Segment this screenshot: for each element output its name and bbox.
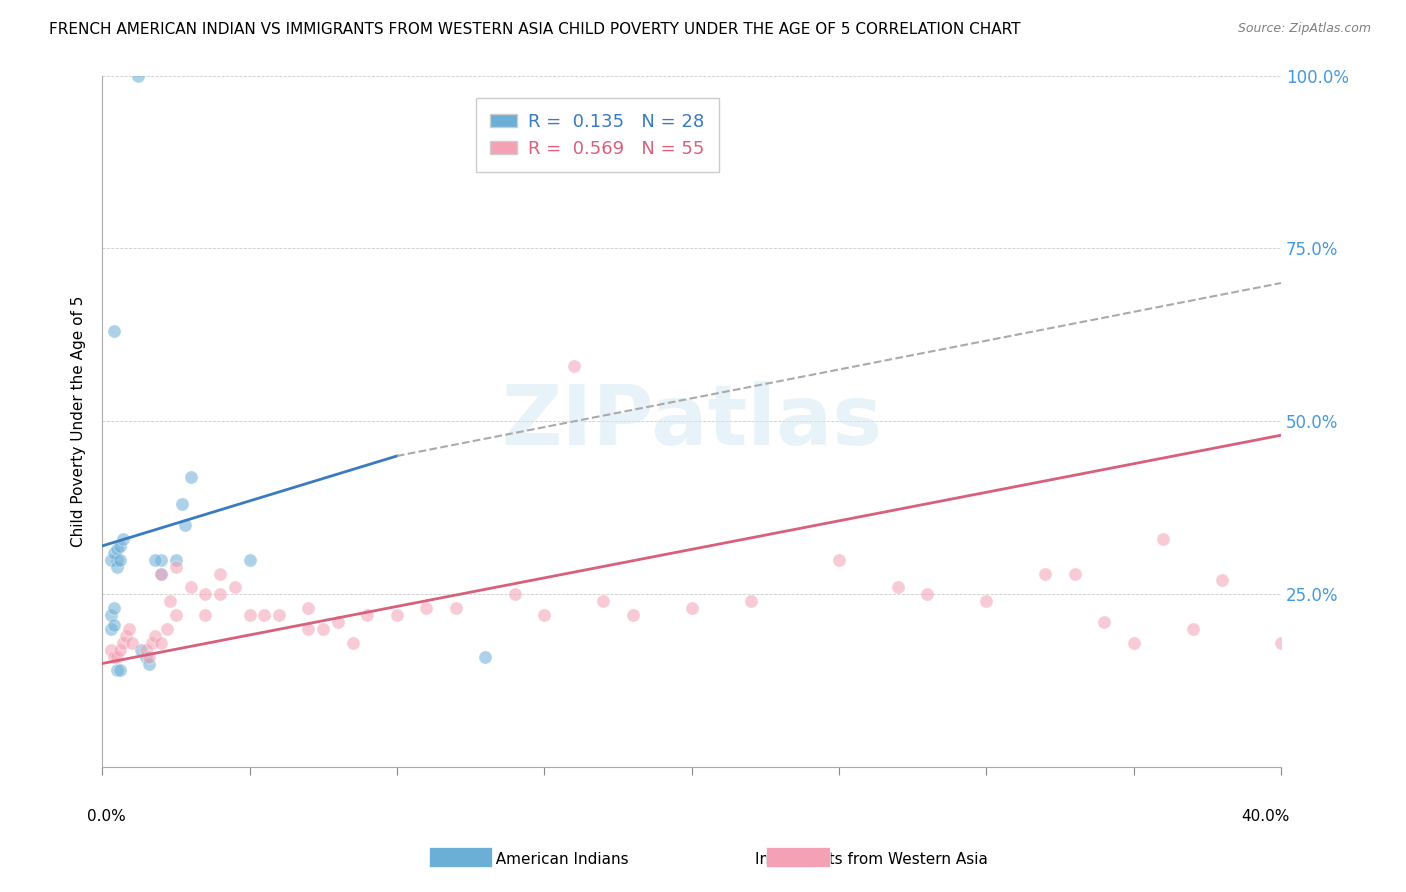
- Point: [111, 636, 134, 650]
- Point: [100, 622, 122, 636]
- Text: FRENCH AMERICAN INDIAN VS IMMIGRANTS FROM WESTERN ASIA CHILD POVERTY UNDER THE A: FRENCH AMERICAN INDIAN VS IMMIGRANTS FRO…: [49, 22, 1021, 37]
- Point: [1063, 566, 1085, 581]
- Point: [356, 608, 378, 623]
- Point: [159, 594, 181, 608]
- Point: [127, 69, 149, 83]
- Text: ZIPatlas: ZIPatlas: [501, 381, 882, 462]
- Point: [209, 587, 232, 601]
- Point: [150, 553, 173, 567]
- Text: 0.0%: 0.0%: [87, 809, 127, 824]
- Point: [342, 636, 364, 650]
- Point: [100, 608, 122, 623]
- Point: [141, 636, 163, 650]
- Point: [1270, 636, 1292, 650]
- Point: [121, 636, 143, 650]
- Point: [621, 608, 644, 623]
- Point: [533, 608, 555, 623]
- Point: [474, 649, 496, 664]
- Point: [103, 601, 125, 615]
- Point: [1211, 574, 1233, 588]
- Point: [740, 594, 762, 608]
- Point: [103, 649, 125, 664]
- Point: [105, 553, 128, 567]
- Point: [173, 518, 195, 533]
- Point: [108, 642, 131, 657]
- Text: French American Indians: French American Indians: [440, 852, 628, 867]
- Point: [194, 608, 217, 623]
- Point: [1152, 532, 1174, 546]
- Text: Source: ZipAtlas.com: Source: ZipAtlas.com: [1237, 22, 1371, 36]
- Point: [1033, 566, 1056, 581]
- Point: [111, 532, 134, 546]
- Point: [224, 581, 246, 595]
- Point: [1181, 622, 1204, 636]
- Point: [592, 594, 614, 608]
- Point: [108, 539, 131, 553]
- Point: [150, 566, 173, 581]
- Point: [917, 587, 939, 601]
- Point: [165, 559, 187, 574]
- Point: [887, 581, 910, 595]
- Point: [103, 546, 125, 560]
- Point: [143, 553, 166, 567]
- Point: [143, 629, 166, 643]
- Point: [385, 608, 408, 623]
- Point: [238, 608, 260, 623]
- Point: [194, 587, 217, 601]
- Point: [681, 601, 703, 615]
- Point: [135, 642, 157, 657]
- Point: [105, 664, 128, 678]
- Point: [105, 649, 128, 664]
- Point: [444, 601, 467, 615]
- Point: [114, 629, 136, 643]
- Point: [974, 594, 997, 608]
- Point: [105, 559, 128, 574]
- Point: [138, 657, 160, 671]
- Point: [253, 608, 276, 623]
- Point: [180, 469, 202, 483]
- Point: [156, 622, 179, 636]
- Point: [100, 553, 122, 567]
- Point: [150, 566, 173, 581]
- Point: [1122, 636, 1144, 650]
- Point: [129, 642, 152, 657]
- Point: [138, 649, 160, 664]
- Legend: R =  0.135   N = 28, R =  0.569   N = 55: R = 0.135 N = 28, R = 0.569 N = 55: [475, 98, 718, 172]
- Point: [297, 601, 319, 615]
- Point: [118, 622, 141, 636]
- Point: [267, 608, 290, 623]
- Point: [105, 542, 128, 557]
- Point: [170, 497, 193, 511]
- Point: [180, 581, 202, 595]
- Point: [297, 622, 319, 636]
- Point: [135, 649, 157, 664]
- Point: [828, 553, 851, 567]
- Point: [562, 359, 585, 373]
- Point: [209, 566, 232, 581]
- Y-axis label: Child Poverty Under the Age of 5: Child Poverty Under the Age of 5: [72, 296, 86, 547]
- Point: [103, 618, 125, 632]
- Point: [165, 553, 187, 567]
- Point: [108, 553, 131, 567]
- Point: [503, 587, 526, 601]
- Point: [100, 642, 122, 657]
- Text: Immigrants from Western Asia: Immigrants from Western Asia: [755, 852, 988, 867]
- Point: [108, 664, 131, 678]
- Point: [326, 615, 349, 629]
- Text: 40.0%: 40.0%: [1241, 809, 1289, 824]
- Point: [165, 608, 187, 623]
- Point: [312, 622, 335, 636]
- Point: [415, 601, 437, 615]
- Point: [1092, 615, 1115, 629]
- Point: [103, 325, 125, 339]
- Point: [238, 553, 260, 567]
- Point: [150, 636, 173, 650]
